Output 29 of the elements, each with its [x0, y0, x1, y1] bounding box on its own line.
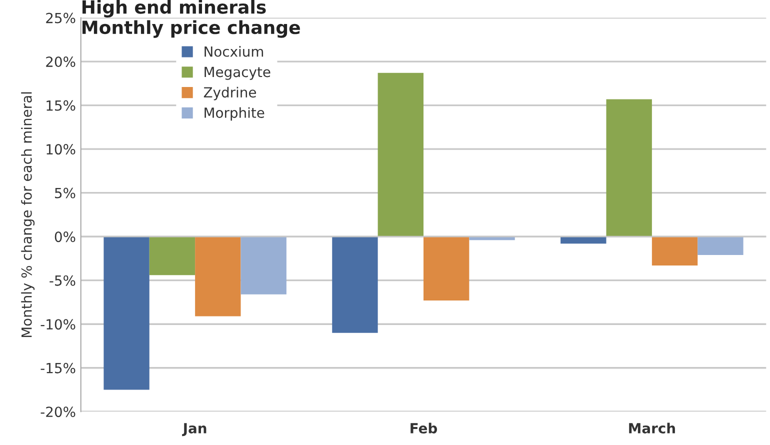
bar	[332, 236, 378, 333]
legend-label: Zydrine	[204, 86, 256, 100]
x-tick-label: Feb	[410, 422, 438, 434]
y-tick-label: 25%	[46, 12, 76, 24]
x-tick-label: Jan	[182, 423, 206, 436]
bar	[149, 236, 196, 276]
y-tick-label: 5%	[55, 188, 76, 198]
bar	[104, 236, 150, 390]
legend-label: Megacyte	[204, 66, 270, 80]
y-tick-label: 0%	[54, 232, 76, 242]
y-tick-label: 10%	[46, 144, 76, 155]
y-tick-label: -20%	[40, 406, 76, 418]
y-tick-label: 15%	[46, 100, 76, 111]
bar	[698, 236, 744, 255]
legend-label: Morphite	[204, 107, 264, 121]
bar	[652, 236, 698, 266]
bar	[424, 236, 470, 300]
bar	[195, 236, 241, 316]
bar	[606, 99, 652, 237]
y-tick-label: -10%	[40, 319, 76, 330]
x-tick-label: March	[629, 422, 675, 434]
y-tick-label: -5%	[50, 275, 76, 286]
bar	[240, 236, 286, 294]
y-tick-label: -15%	[40, 362, 76, 374]
bar	[378, 72, 424, 237]
y-tick-label: 20%	[46, 56, 76, 68]
legend-label: Nocxium	[204, 46, 264, 57]
chart-title: High end minerals Monthly price change	[82, 0, 300, 38]
y-axis-title: Monthly % change for each mineral	[21, 92, 35, 338]
